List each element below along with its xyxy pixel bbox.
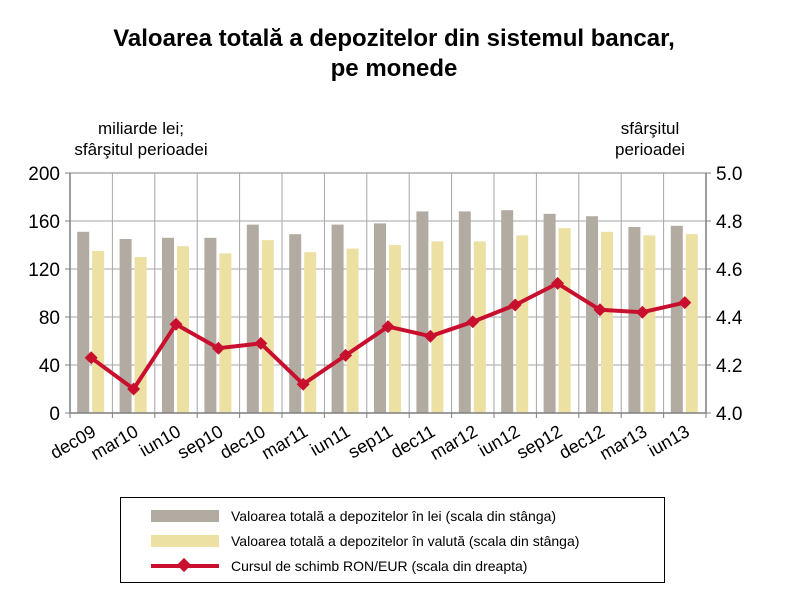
x-tick-label: mar13: [596, 421, 650, 464]
bar-valuta: [92, 251, 105, 413]
bar-lei: [543, 213, 556, 413]
bar-lei: [77, 231, 90, 413]
curs-point: [466, 315, 480, 329]
bar-valuta: [219, 253, 232, 413]
curs-point: [84, 351, 98, 365]
legend-swatch-curs-marker: [176, 557, 192, 573]
x-tick-label: iun12: [475, 421, 523, 460]
bar-valuta: [643, 235, 656, 413]
curs-point: [593, 303, 607, 317]
right-tick-label: 4.2: [716, 356, 742, 377]
chart-legend: Valoarea totală a depozitelor în lei (sc…: [120, 497, 665, 583]
x-tick-label: dec09: [47, 421, 99, 463]
bar-lei: [162, 237, 174, 413]
curs-point: [339, 348, 353, 362]
legend-label-valuta: Valoarea totală a depozitelor în valută …: [231, 533, 580, 549]
curs-point: [678, 296, 692, 310]
legend-item-curs: Cursul de schimb RON/EUR (scala din drea…: [121, 553, 664, 579]
legend-swatch-valuta: [151, 535, 219, 547]
curs-point: [423, 329, 437, 343]
curs-point: [254, 336, 268, 350]
x-tick-label: sep11: [345, 421, 396, 462]
right-axis-title-line-2: perioadei: [615, 140, 685, 159]
left-tick-label: 0: [49, 404, 60, 425]
x-tick-label: dec11: [387, 421, 438, 462]
bar-valuta: [685, 234, 698, 413]
left-tick-label: 80: [39, 308, 60, 329]
curs-point: [169, 317, 183, 331]
bar-lei: [374, 223, 386, 413]
right-tick-label: 4.6: [716, 260, 742, 281]
left-tick-label: 40: [39, 356, 60, 377]
curs-point: [508, 298, 522, 312]
left-tick-label: 200: [28, 164, 60, 185]
bar-valuta: [473, 241, 486, 413]
x-tick-label: mar12: [427, 421, 481, 464]
left-tick-label: 160: [28, 212, 60, 233]
curs-point: [551, 276, 565, 290]
bar-lei: [331, 224, 344, 413]
right-tick-label: 4.4: [716, 308, 743, 329]
curs-point: [211, 341, 225, 355]
legend-label-curs: Cursul de schimb RON/EUR (scala din drea…: [231, 558, 528, 574]
chart-title: Valoarea totală a depozitelor din sistem…: [0, 24, 788, 84]
x-tick-label: dec12: [556, 421, 608, 463]
legend-label-lei: Valoarea totală a depozitelor în lei (sc…: [231, 508, 557, 524]
chart-canvas: 040801201602004.04.24.44.64.85.0dec09mar…: [28, 164, 743, 464]
bar-valuta: [601, 231, 613, 413]
bar-lei: [586, 216, 598, 413]
chart-title-line-2: pe monede: [330, 55, 458, 82]
x-tick-label: iun13: [645, 421, 693, 460]
x-tick-label: mar10: [87, 421, 141, 464]
bar-lei: [628, 227, 641, 413]
bar-valuta: [516, 235, 529, 413]
curs-point: [635, 305, 649, 319]
legend-item-lei: Valoarea totală a depozitelor în lei (sc…: [121, 503, 664, 529]
right-tick-label: 5.0: [716, 164, 742, 185]
x-tick-label: sep12: [513, 421, 565, 463]
left-axis-title-line-2: sfârşitul perioadei: [74, 140, 208, 159]
left-axis-title-line-1: miliarde lei;: [98, 119, 184, 138]
bar-lei: [458, 211, 471, 413]
bar-lei: [501, 210, 514, 413]
bar-lei: [289, 234, 302, 413]
plot-area: [69, 172, 707, 414]
x-tick-label: iun10: [136, 421, 184, 460]
left-axis-title: miliarde lei; sfârşitul perioadei: [56, 118, 226, 160]
bar-valuta: [346, 248, 359, 413]
right-axis-title: sfârşitul perioadei: [590, 118, 710, 160]
bar-lei: [416, 211, 429, 413]
curs-point: [127, 382, 141, 396]
bar-valuta: [558, 228, 571, 413]
bar-valuta: [261, 240, 274, 413]
right-tick-label: 4.8: [716, 212, 742, 233]
x-tick-label: sep10: [174, 421, 226, 463]
legend-swatch-lei: [151, 510, 219, 522]
chart-title-line-1: Valoarea totală a depozitelor din sistem…: [113, 25, 675, 52]
bar-valuta: [431, 241, 444, 413]
curs-point: [381, 320, 395, 334]
right-axis-title-line-1: sfârşitul: [620, 119, 680, 138]
bar-lei: [119, 239, 132, 413]
bar-lei: [670, 225, 683, 413]
curs-point: [296, 377, 310, 391]
bar-lei: [204, 237, 217, 413]
bar-valuta: [304, 252, 317, 413]
x-tick-label: iun11: [307, 421, 354, 460]
right-tick-label: 4.0: [716, 404, 742, 425]
x-tick-label: mar11: [258, 421, 311, 463]
x-tick-label: dec10: [216, 421, 268, 463]
left-tick-label: 120: [28, 260, 60, 281]
bar-lei: [246, 224, 259, 413]
legend-item-valuta: Valoarea totală a depozitelor în valută …: [121, 528, 664, 554]
